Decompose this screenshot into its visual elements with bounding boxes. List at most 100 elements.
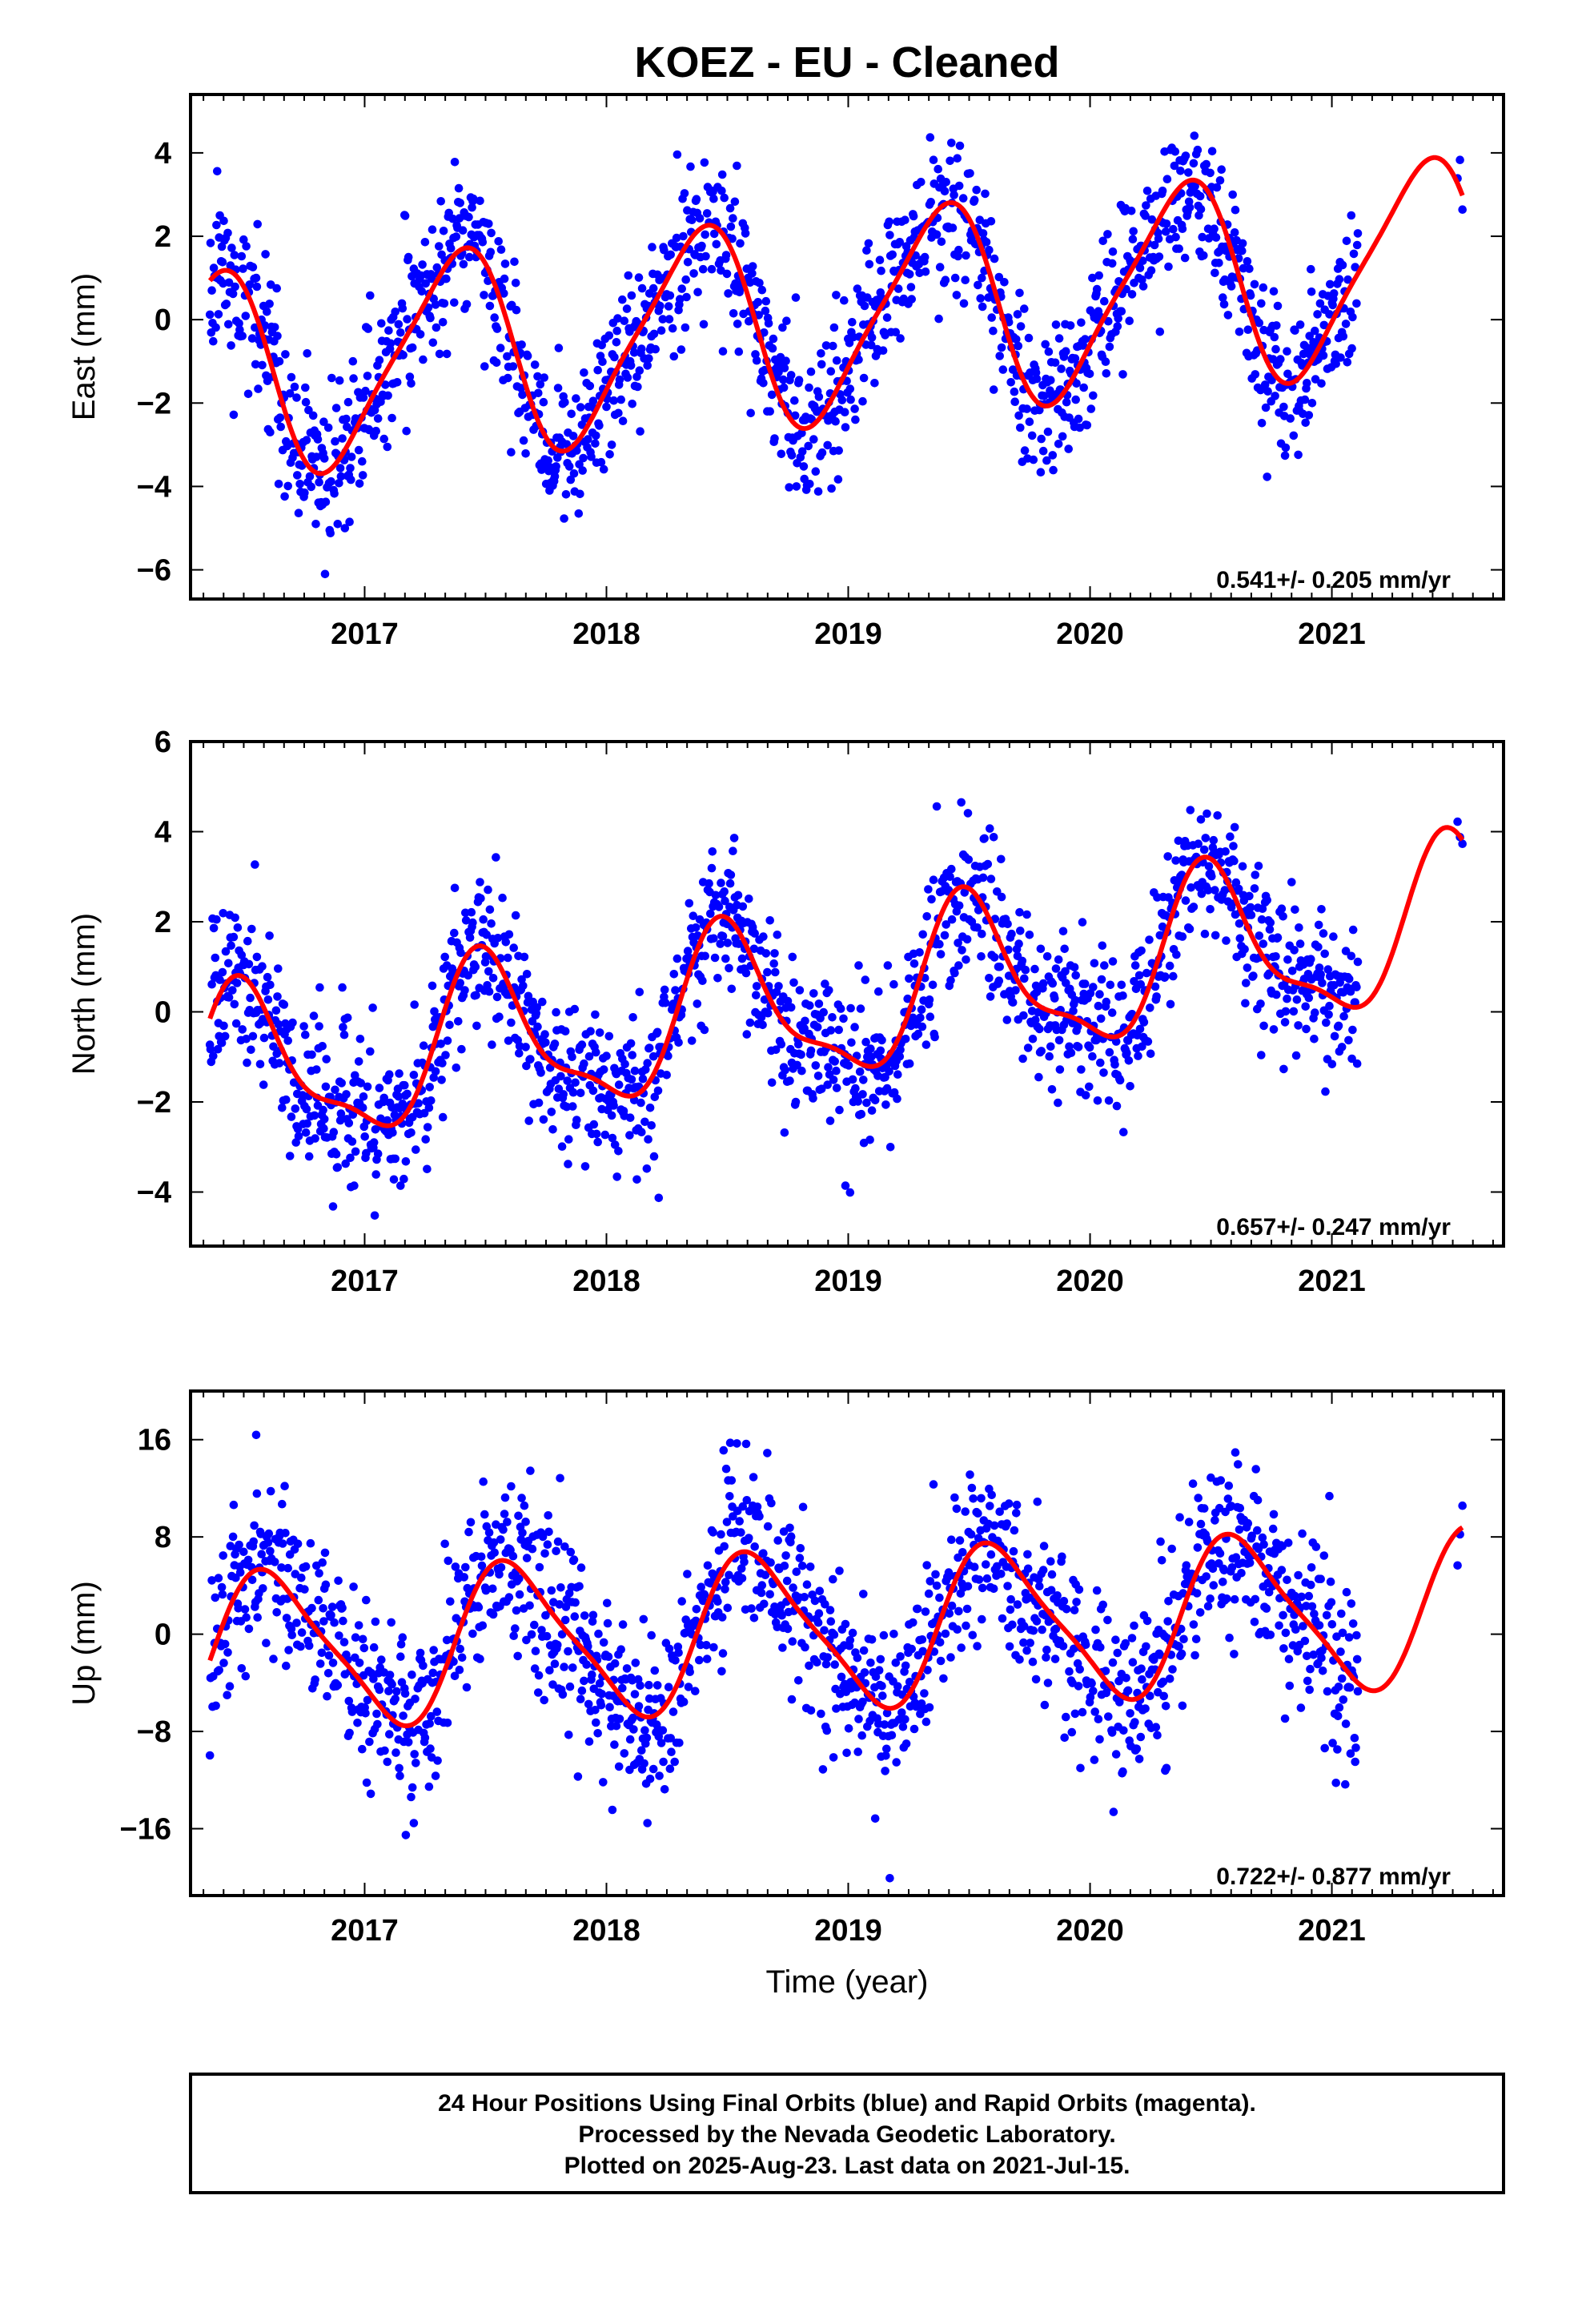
data-point [1219, 293, 1227, 302]
data-point [504, 953, 512, 963]
data-point [545, 1666, 554, 1675]
data-point [264, 1529, 274, 1538]
data-point [700, 1025, 709, 1035]
data-point [876, 1655, 885, 1664]
data-point [714, 903, 724, 911]
data-point [592, 1047, 600, 1057]
data-point [952, 291, 962, 300]
data-point [566, 1547, 576, 1557]
data-point [1111, 1037, 1121, 1046]
data-point [1037, 1047, 1046, 1055]
data-point [1130, 1718, 1139, 1727]
data-point [958, 194, 968, 203]
data-point [1018, 1054, 1027, 1063]
data-point [1256, 999, 1265, 1008]
data-point [348, 356, 358, 366]
data-point [1307, 955, 1315, 963]
data-point [1307, 287, 1316, 296]
data-point [1135, 1024, 1145, 1034]
data-point [901, 1715, 909, 1724]
data-point [785, 1076, 794, 1085]
data-point [717, 187, 726, 195]
data-point [335, 1116, 345, 1125]
data-point [1096, 1642, 1105, 1652]
data-point [997, 343, 1006, 352]
data-point [1104, 1712, 1113, 1721]
data-point [1016, 927, 1025, 935]
data-point [840, 408, 849, 416]
data-point [779, 383, 789, 392]
data-point [436, 197, 445, 206]
data-point [593, 1137, 602, 1147]
data-point [211, 953, 220, 963]
data-point [1174, 836, 1183, 846]
data-point [534, 1098, 544, 1108]
data-point [905, 1678, 914, 1687]
data-point [1272, 321, 1281, 330]
data-point [789, 1583, 797, 1592]
data-point [351, 1633, 360, 1642]
data-point [777, 1039, 786, 1049]
data-point [363, 372, 372, 380]
data-point [589, 1120, 599, 1129]
data-point [654, 1732, 664, 1741]
data-point [1095, 1735, 1104, 1744]
north-observations [205, 798, 1467, 1220]
data-point [1038, 446, 1048, 456]
data-point [1348, 925, 1358, 935]
data-point [484, 1528, 494, 1537]
data-point [1079, 383, 1088, 392]
data-point [881, 1751, 890, 1760]
data-point [1028, 1657, 1038, 1667]
data-point [1273, 933, 1283, 942]
data-point [1191, 182, 1199, 191]
data-point [1094, 271, 1103, 280]
data-point [1093, 1096, 1102, 1105]
data-point [947, 915, 957, 924]
data-point [219, 1659, 228, 1667]
data-point [1263, 895, 1271, 905]
data-point [269, 1042, 278, 1051]
data-point [407, 1128, 416, 1137]
data-point [661, 999, 670, 1007]
data-point [1344, 1633, 1354, 1642]
data-point [1315, 1621, 1324, 1630]
data-point [829, 1076, 838, 1084]
data-point [1118, 1767, 1127, 1776]
data-point [1294, 1570, 1303, 1580]
data-point [595, 1028, 604, 1037]
data-point [565, 1682, 575, 1691]
data-point [701, 251, 710, 261]
data-point [552, 1546, 560, 1556]
data-point [478, 1621, 488, 1630]
data-point [702, 1655, 712, 1663]
data-point [319, 454, 329, 463]
data-point [263, 308, 271, 316]
data-point [242, 1035, 251, 1043]
data-point [995, 352, 1004, 360]
data-point [456, 1644, 464, 1654]
data-point [773, 1536, 782, 1545]
data-point [792, 482, 801, 491]
data-point [1333, 1745, 1342, 1754]
data-point [859, 1646, 869, 1655]
data-point [455, 1665, 464, 1675]
data-point [1009, 1546, 1018, 1556]
data-point [885, 1143, 895, 1152]
data-point [329, 1128, 339, 1136]
data-point [330, 1618, 339, 1627]
data-point [987, 313, 996, 322]
east-rate-annotation: 0.541+/- 0.205 mm/yr [1216, 567, 1451, 593]
data-point [1039, 392, 1049, 400]
data-point [1150, 240, 1159, 250]
data-point [695, 1655, 704, 1665]
data-point [430, 1007, 439, 1016]
figure-title: KOEZ - EU - Cleaned [634, 38, 1059, 86]
data-point [669, 352, 679, 361]
data-point [1062, 347, 1070, 356]
data-point [1211, 1516, 1219, 1525]
data-point [859, 373, 869, 383]
data-point [778, 323, 787, 332]
data-point [610, 1740, 619, 1749]
data-point [1112, 1101, 1122, 1111]
